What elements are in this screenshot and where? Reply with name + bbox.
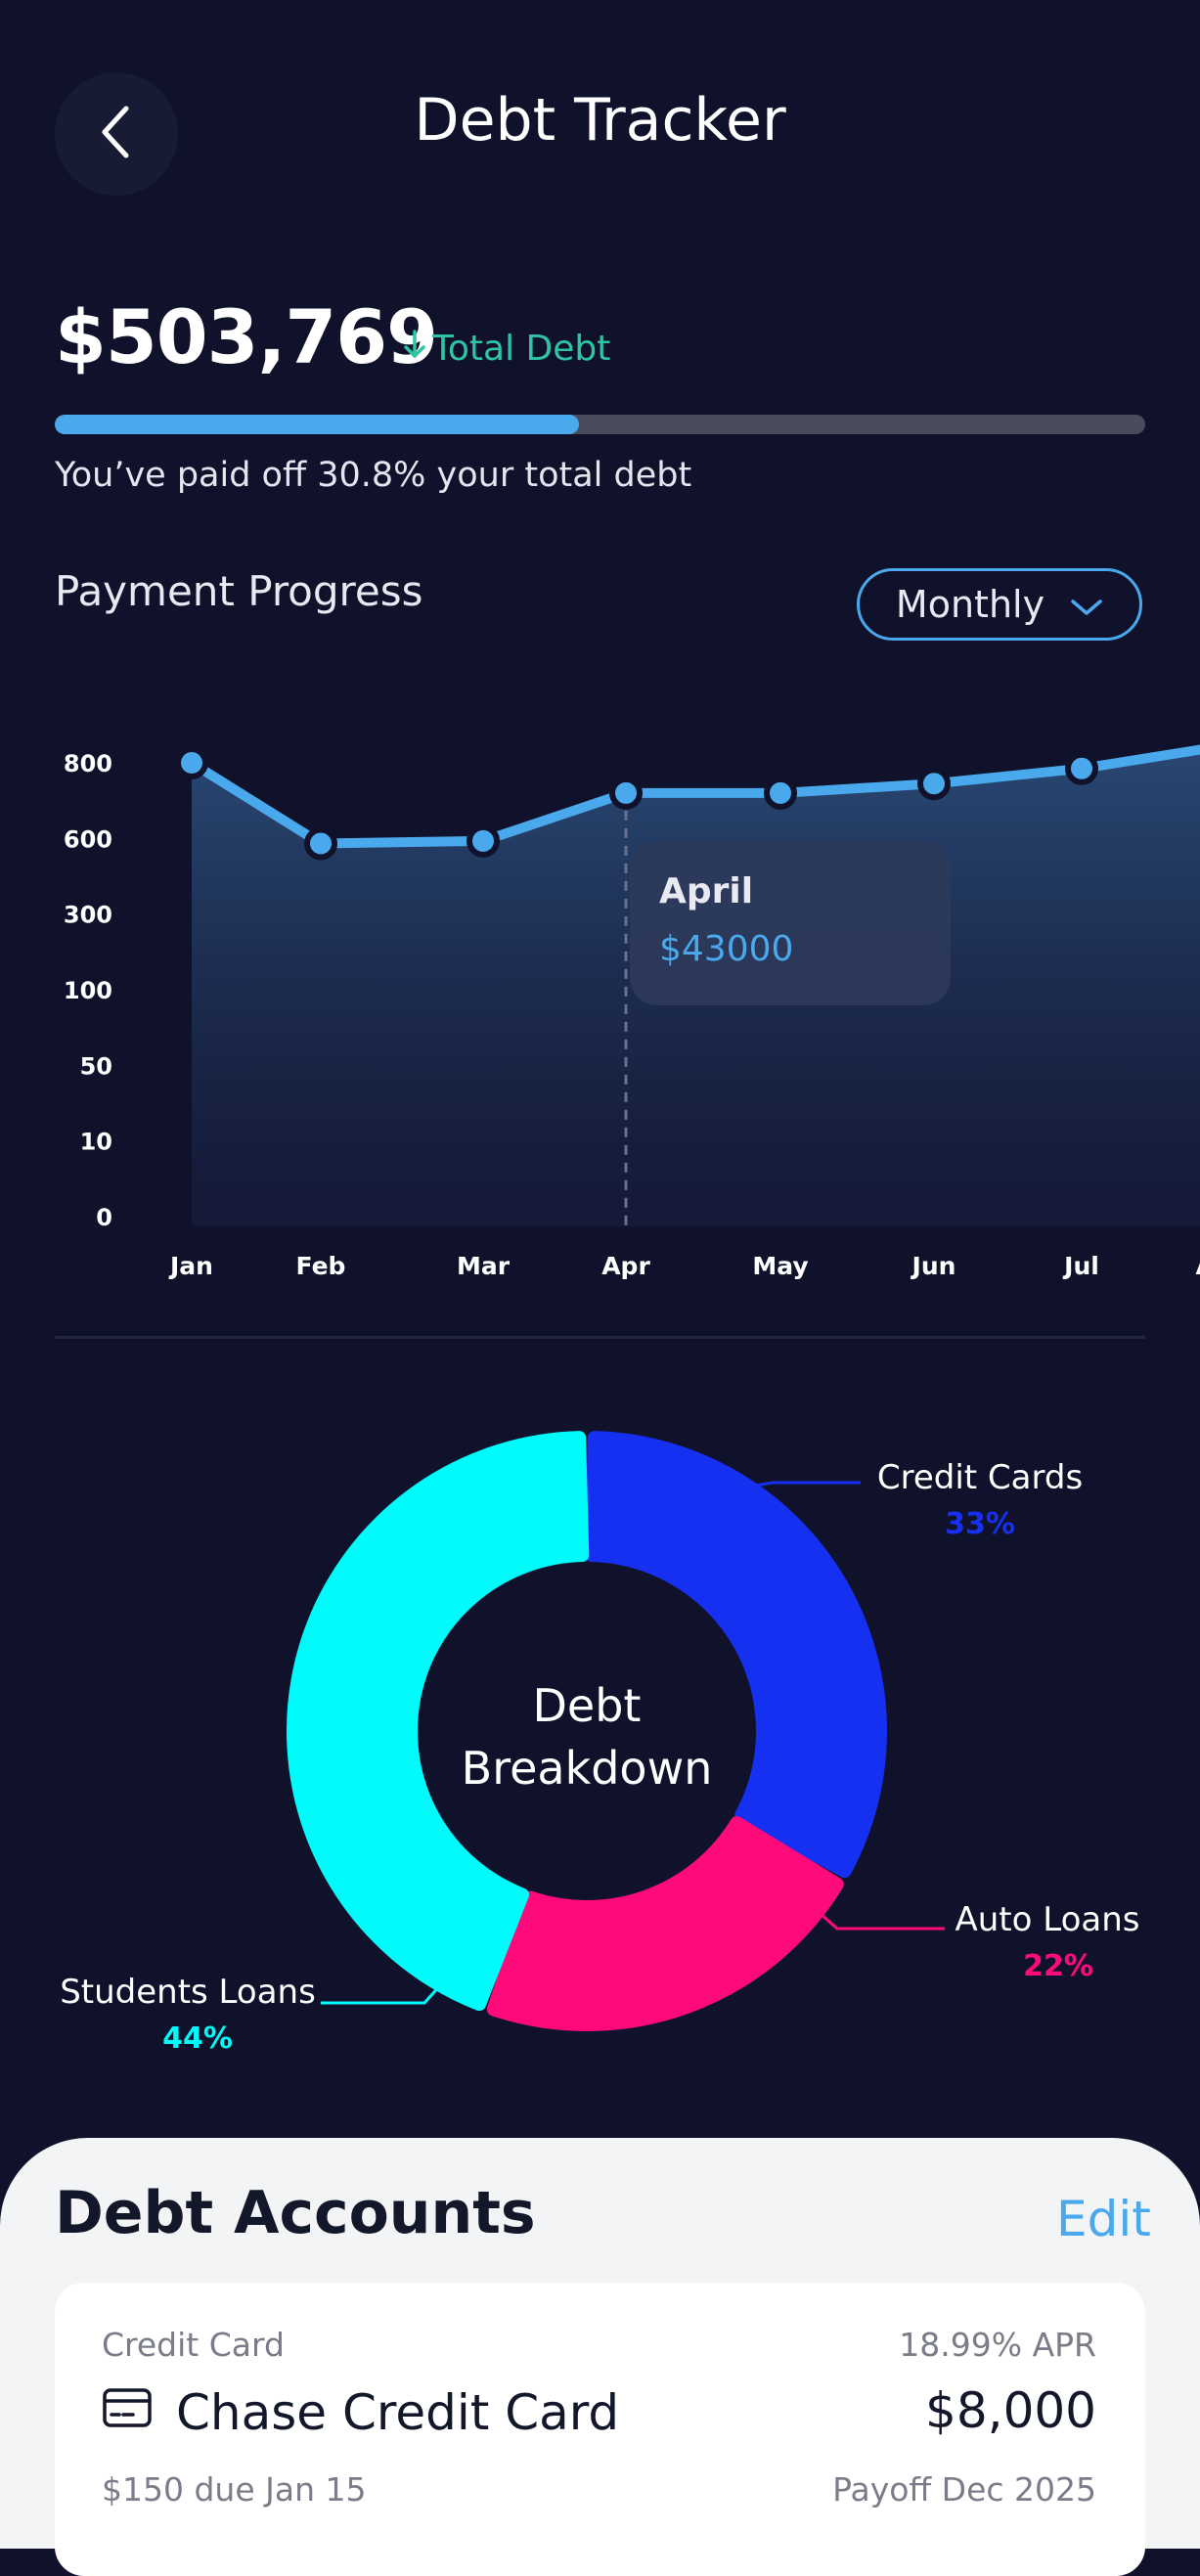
data-point-jul[interactable] bbox=[1065, 751, 1098, 785]
chart-tooltip-box bbox=[630, 841, 951, 1005]
students-loans-leader bbox=[321, 1981, 444, 2005]
y-tick-label: 0 bbox=[96, 1204, 112, 1231]
data-point-jan[interactable] bbox=[175, 746, 208, 779]
total-debt-label-group: Total Debt bbox=[403, 329, 610, 369]
account-name-row: Chase Credit Card bbox=[102, 2384, 619, 2441]
donut-slice-auto-loans[interactable] bbox=[486, 1816, 844, 2031]
y-tick-label: 800 bbox=[64, 750, 112, 777]
slice-percent-students-loans: 44% bbox=[162, 2021, 233, 2056]
donut-center-label-1: Debt bbox=[533, 1679, 642, 1732]
x-tick-label: Apr bbox=[601, 1252, 650, 1280]
chart-tooltip-month: April bbox=[659, 871, 753, 911]
credit-card-icon bbox=[102, 2384, 153, 2441]
period-dropdown-label: Monthly bbox=[895, 583, 1045, 626]
y-tick-label: 300 bbox=[64, 902, 112, 929]
account-name: Chase Credit Card bbox=[176, 2384, 620, 2441]
period-dropdown[interactable]: Monthly bbox=[857, 568, 1142, 641]
y-tick-label: 600 bbox=[64, 825, 112, 853]
chart-tooltip: April $43000 bbox=[630, 841, 951, 1005]
page-title: Debt Tracker bbox=[414, 86, 786, 155]
back-button[interactable] bbox=[55, 72, 178, 196]
x-tick-label: Feb bbox=[296, 1252, 346, 1280]
account-due: $150 due Jan 15 bbox=[102, 2470, 367, 2509]
donut-center-label-2: Breakdown bbox=[462, 1742, 713, 1795]
x-tick-label: Jan bbox=[168, 1252, 213, 1280]
chevron-down-icon bbox=[1070, 583, 1103, 626]
x-tick-label: Jul bbox=[1062, 1252, 1099, 1280]
data-point-feb[interactable] bbox=[304, 826, 337, 861]
slice-label-credit-cards: Credit Cards bbox=[877, 1458, 1083, 1497]
account-amount: $8,000 bbox=[925, 2382, 1096, 2439]
x-tick-label: May bbox=[752, 1252, 808, 1280]
slice-percent-credit-cards: 33% bbox=[945, 1507, 1015, 1541]
payment-progress-title: Payment Progress bbox=[55, 567, 423, 615]
chart-tooltip-value: $43000 bbox=[659, 929, 793, 969]
paid-off-text: You’ve paid off 30.8% your total debt bbox=[55, 456, 692, 495]
slice-percent-auto-loans: 22% bbox=[1023, 1949, 1093, 1983]
data-point-may[interactable] bbox=[764, 776, 797, 810]
data-point-apr[interactable] bbox=[609, 776, 643, 810]
donut-slice-credit-cards[interactable] bbox=[584, 1431, 887, 1879]
account-payoff: Payoff Dec 2025 bbox=[832, 2470, 1096, 2509]
debt-accounts-title: Debt Accounts bbox=[55, 2179, 536, 2247]
credit-cards-leader bbox=[748, 1481, 861, 1488]
slice-label-students-loans: Students Loans bbox=[60, 1973, 316, 2012]
data-point-mar[interactable] bbox=[467, 823, 500, 858]
debt-breakdown-chart: Debt Breakdown Credit Cards 33% Auto Loa… bbox=[60, 1431, 1140, 2056]
edit-button[interactable]: Edit bbox=[1056, 2191, 1151, 2247]
donut-slice-students-loans[interactable] bbox=[287, 1431, 590, 2012]
y-tick-label: 100 bbox=[64, 977, 112, 1004]
data-point-jun[interactable] bbox=[917, 767, 951, 801]
debt-progress-bar bbox=[55, 415, 1145, 434]
total-debt-amount: $503,769 bbox=[55, 293, 438, 380]
debt-progress-fill bbox=[55, 415, 579, 434]
account-apr: 18.99% APR bbox=[899, 2326, 1096, 2364]
arrow-down-icon bbox=[403, 329, 426, 369]
y-tick-label: 10 bbox=[80, 1129, 112, 1156]
y-tick-label: 50 bbox=[80, 1052, 112, 1080]
total-debt-label: Total Debt bbox=[432, 329, 611, 369]
account-type: Credit Card bbox=[102, 2326, 285, 2364]
x-tick-label: Mar bbox=[457, 1252, 511, 1280]
slice-label-auto-loans: Auto Loans bbox=[956, 1900, 1140, 1939]
auto-loans-leader bbox=[819, 1911, 945, 1931]
section-divider bbox=[55, 1336, 1145, 1339]
x-tick-label: Jun bbox=[911, 1252, 956, 1280]
x-tick-label: Aug bbox=[1195, 1252, 1200, 1280]
chevron-left-icon bbox=[97, 103, 136, 165]
chart-line bbox=[187, 744, 1200, 849]
